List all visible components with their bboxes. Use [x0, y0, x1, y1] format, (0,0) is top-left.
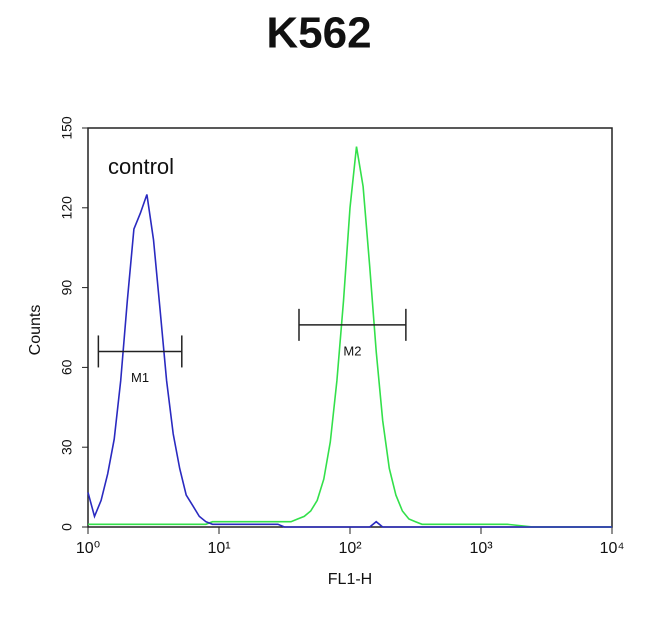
plot-frame: [87, 127, 613, 528]
x-tick-label: 10²: [338, 540, 362, 557]
y-tick-label: 120: [59, 196, 75, 220]
y-tick-label: 60: [59, 359, 75, 375]
histogram-line: [87, 194, 612, 528]
x-tick-label: 10³: [469, 540, 493, 557]
y-tick-label: 30: [59, 439, 75, 455]
y-tick-label: 90: [59, 280, 75, 296]
x-tick-label: 10⁰: [76, 540, 100, 557]
x-tick-label: 10⁴: [600, 540, 625, 557]
histogram-line: [88, 146, 612, 528]
x-tick-label: 10¹: [207, 540, 230, 557]
chart-title: K562: [266, 9, 371, 58]
y-tick-label: 150: [59, 116, 75, 140]
annotation: control: [108, 154, 174, 179]
y-axis-label: Counts: [27, 305, 44, 356]
x-axis-label: FL1-H: [328, 571, 372, 588]
gate-label: M2: [343, 343, 361, 358]
gate-label: M1: [131, 370, 149, 385]
y-tick-label: 0: [59, 523, 75, 531]
